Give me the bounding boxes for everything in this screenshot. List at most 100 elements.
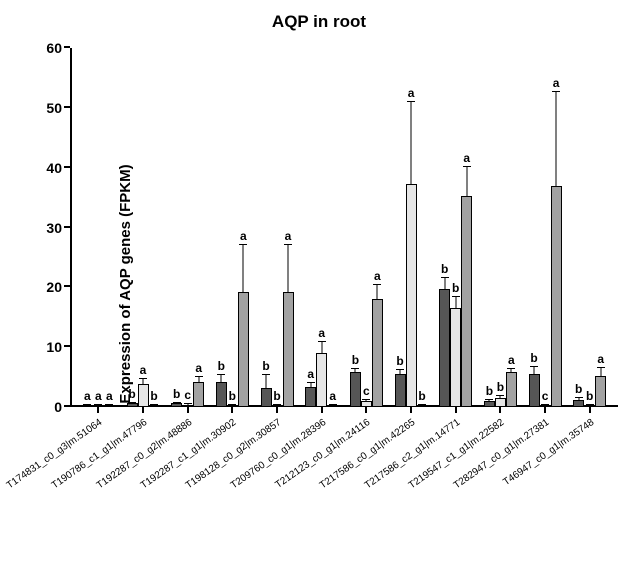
significance-label: b bbox=[575, 383, 582, 395]
bar bbox=[238, 292, 249, 407]
bars: bba bbox=[484, 48, 517, 407]
bars: bba bbox=[439, 48, 472, 407]
ytick-label: 0 bbox=[26, 399, 62, 415]
significance-label: a bbox=[195, 362, 202, 374]
significance-label: a bbox=[240, 230, 247, 242]
bar-group: babT190786_c1_g1|m.47796 bbox=[121, 48, 166, 407]
significance-label: b bbox=[586, 390, 593, 402]
bar-column: b bbox=[450, 48, 461, 407]
bar bbox=[529, 374, 540, 408]
ytick-line bbox=[64, 345, 70, 347]
bar bbox=[573, 400, 584, 407]
bar-column: b bbox=[584, 48, 595, 407]
bar-column: a bbox=[406, 48, 417, 407]
ytick-label: 30 bbox=[26, 220, 62, 236]
ytick-label: 10 bbox=[26, 339, 62, 355]
bar-group: babT217586_c0_g1|m.42265 bbox=[389, 48, 434, 407]
bar bbox=[171, 403, 182, 407]
ytick-label: 60 bbox=[26, 40, 62, 56]
bar-group: bcaT212123_c0_g1|m.24116 bbox=[344, 48, 389, 407]
bar bbox=[417, 405, 428, 407]
significance-label: b bbox=[173, 388, 180, 400]
significance-label: c bbox=[184, 389, 191, 401]
bar bbox=[193, 382, 204, 407]
bar bbox=[350, 372, 361, 407]
bars: bba bbox=[573, 48, 606, 407]
significance-label: b bbox=[452, 282, 459, 294]
bar-column: a bbox=[327, 48, 338, 407]
bar bbox=[461, 196, 472, 407]
significance-label: b bbox=[497, 381, 504, 393]
bar-column: b bbox=[495, 48, 506, 407]
bar-column: a bbox=[193, 48, 204, 407]
bar bbox=[283, 292, 294, 407]
ytick-label: 50 bbox=[26, 100, 62, 116]
significance-label: a bbox=[84, 390, 91, 402]
bar-column: a bbox=[316, 48, 327, 407]
bar bbox=[82, 405, 93, 407]
significance-label: a bbox=[140, 364, 147, 376]
bar bbox=[316, 353, 327, 407]
ytick-label: 20 bbox=[26, 279, 62, 295]
bar-group: bbaT198128_c0_g2|m.30857 bbox=[255, 48, 300, 407]
bar bbox=[216, 382, 227, 407]
bar-column: b bbox=[272, 48, 283, 407]
bar-group: bbaT217586_c2_g1|m.14771 bbox=[433, 48, 478, 407]
significance-label: b bbox=[229, 390, 236, 402]
xtick-line bbox=[276, 407, 278, 413]
bar bbox=[484, 401, 495, 407]
bar-column: a bbox=[461, 48, 472, 407]
significance-label: b bbox=[441, 263, 448, 275]
bar-column: b bbox=[484, 48, 495, 407]
bar-column: a bbox=[104, 48, 115, 407]
ytick-line bbox=[64, 166, 70, 168]
bars: bca bbox=[350, 48, 383, 407]
bar bbox=[495, 398, 506, 407]
bar-groups: aaaT174831_c0_g3|m.51064babT190786_c1_g1… bbox=[76, 48, 612, 407]
bar-column: a bbox=[93, 48, 104, 407]
bar bbox=[149, 405, 160, 407]
bar-column: b bbox=[350, 48, 361, 407]
bar-column: a bbox=[372, 48, 383, 407]
bar-group: bbaT219547_c1_g1|m.22582 bbox=[478, 48, 523, 407]
bar-column: a bbox=[238, 48, 249, 407]
y-axis bbox=[70, 48, 72, 407]
xtick-line bbox=[410, 407, 412, 413]
bar bbox=[551, 186, 562, 407]
bar bbox=[104, 405, 115, 407]
significance-label: b bbox=[352, 354, 359, 366]
bars: aaa bbox=[82, 48, 115, 407]
bar-column: b bbox=[171, 48, 182, 407]
bars: bc a bbox=[171, 48, 204, 407]
xtick-line bbox=[544, 407, 546, 413]
plot-area: 0102030405060 aaaT174831_c0_g3|m.51064ba… bbox=[70, 48, 618, 407]
significance-label: a bbox=[318, 327, 325, 339]
bar-group: bcaT192287_c0_g2|m.48886 bbox=[165, 48, 210, 407]
bar-group: bbaT46947_c0_g1|m.35748 bbox=[567, 48, 612, 407]
ytick-line bbox=[64, 46, 70, 48]
bar-column: c bbox=[361, 48, 372, 407]
bar bbox=[439, 289, 450, 407]
significance-label: a bbox=[553, 77, 560, 89]
bar-column: a bbox=[506, 48, 517, 407]
ytick-line bbox=[64, 106, 70, 108]
significance-label: a bbox=[408, 87, 415, 99]
bar-column: c bbox=[182, 48, 193, 407]
bars: bca bbox=[529, 48, 562, 407]
bar bbox=[261, 388, 272, 407]
bar bbox=[406, 184, 417, 407]
bar-column: b bbox=[439, 48, 450, 407]
significance-label: a bbox=[307, 368, 314, 380]
bar-column: a bbox=[138, 48, 149, 407]
aqp-root-chart: AQP in root Expression of AQP genes (FPK… bbox=[0, 0, 638, 567]
ytick-line bbox=[64, 285, 70, 287]
significance-label: a bbox=[95, 390, 102, 402]
bar bbox=[395, 374, 406, 408]
bar bbox=[506, 372, 517, 407]
bar-column: a bbox=[595, 48, 606, 407]
bar bbox=[138, 384, 149, 407]
bar-column: b bbox=[573, 48, 584, 407]
xtick-line bbox=[365, 407, 367, 413]
bar bbox=[372, 299, 383, 407]
significance-label: b bbox=[530, 352, 537, 364]
